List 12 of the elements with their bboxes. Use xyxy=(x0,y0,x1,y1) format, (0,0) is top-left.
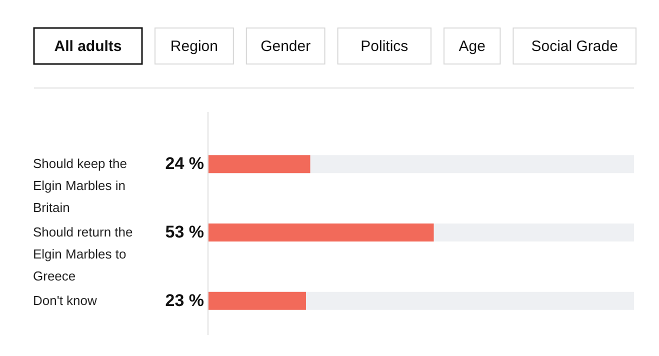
text: Gender xyxy=(260,38,311,55)
text: Politics xyxy=(360,38,408,55)
text: Age xyxy=(458,38,486,55)
text: Social Grade xyxy=(531,38,618,55)
data-label: 24 % xyxy=(165,154,204,174)
data-label: 53 % xyxy=(165,222,204,242)
y-tick-label: Don't know xyxy=(33,292,98,308)
data-label: 23 % xyxy=(165,290,204,310)
text: All adults xyxy=(54,38,122,55)
text: Region xyxy=(170,38,218,55)
y-tick-label: Should return the Elgin Marbles to Greece xyxy=(33,224,133,284)
y-tick-label: Should keep the Elgin Marbles in Britain xyxy=(33,156,127,216)
